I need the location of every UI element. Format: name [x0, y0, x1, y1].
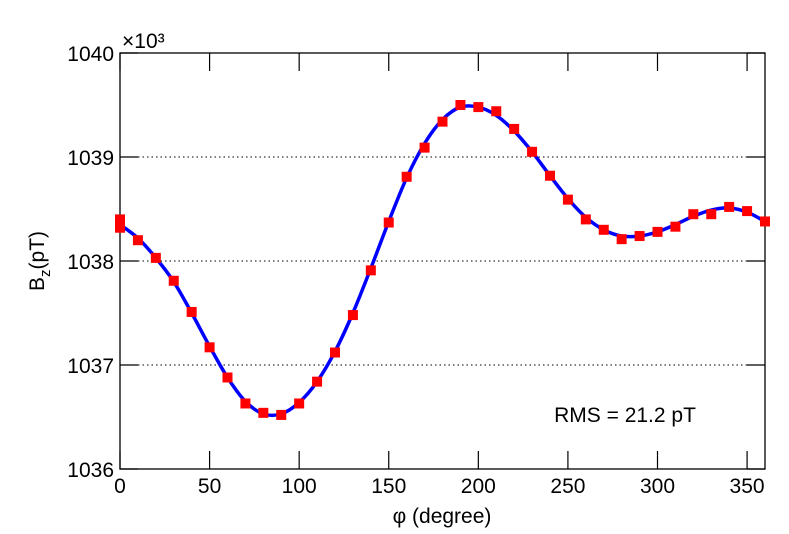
data-point — [634, 231, 645, 242]
data-point — [258, 407, 269, 418]
x-tick-label: 150 — [371, 475, 406, 498]
data-point — [115, 214, 125, 225]
x-tick-label: 50 — [198, 475, 221, 498]
data-point — [132, 235, 143, 246]
data-point — [742, 206, 753, 217]
data-point — [724, 201, 735, 212]
data-point — [240, 398, 251, 409]
data-point — [276, 409, 287, 420]
data-point — [670, 221, 681, 232]
data-point — [527, 146, 538, 157]
data-point — [473, 102, 484, 113]
x-tick-label: 100 — [282, 475, 317, 498]
data-point — [222, 372, 233, 383]
x-tick-label: 250 — [550, 475, 585, 498]
data-point — [616, 234, 627, 245]
data-point — [562, 194, 573, 205]
y-axis-label: Bz(pT) — [26, 231, 54, 291]
plot-frame — [119, 52, 766, 470]
data-point — [365, 265, 376, 276]
data-point — [330, 347, 340, 358]
y-tick-label: 1038 — [67, 251, 114, 274]
data-point — [419, 142, 430, 153]
data-point — [168, 275, 179, 286]
y-label-sub: z — [37, 269, 54, 277]
data-point — [545, 170, 555, 181]
x-tick-label: 300 — [640, 475, 675, 498]
data-point — [115, 222, 125, 233]
fit-line — [118, 104, 766, 418]
data-point — [186, 306, 197, 317]
data-point — [706, 209, 717, 220]
y-tick-label: 1040 — [67, 43, 114, 66]
data-point — [312, 376, 323, 387]
data-point — [652, 226, 663, 237]
x-tick-label: 0 — [114, 475, 126, 498]
x-tick-label: 200 — [461, 475, 496, 498]
y-tick-label: 1036 — [67, 459, 114, 482]
annotation: RMS = 21.2 pT — [554, 404, 696, 427]
data-point — [204, 342, 215, 353]
y-label-main: B — [26, 277, 49, 291]
y-tick-label: 1039 — [67, 147, 114, 170]
x-axis-label: φ (degree) — [393, 505, 492, 528]
data-point — [580, 214, 591, 225]
y-multiplier: ×10³ — [122, 30, 165, 53]
data-point — [150, 252, 161, 263]
y-tick-label: 1037 — [67, 355, 114, 378]
data-point — [598, 224, 609, 235]
data-point — [294, 398, 305, 409]
data-point — [383, 217, 394, 228]
data-point — [401, 171, 412, 182]
data-point — [760, 216, 770, 227]
x-tick-label: 350 — [730, 475, 765, 498]
y-label-unit: (pT) — [26, 231, 49, 270]
data-point — [455, 100, 466, 110]
data-point — [688, 209, 699, 220]
data-point — [509, 123, 520, 134]
data-point — [437, 116, 448, 127]
data-point — [491, 106, 502, 117]
data-point — [347, 310, 358, 321]
